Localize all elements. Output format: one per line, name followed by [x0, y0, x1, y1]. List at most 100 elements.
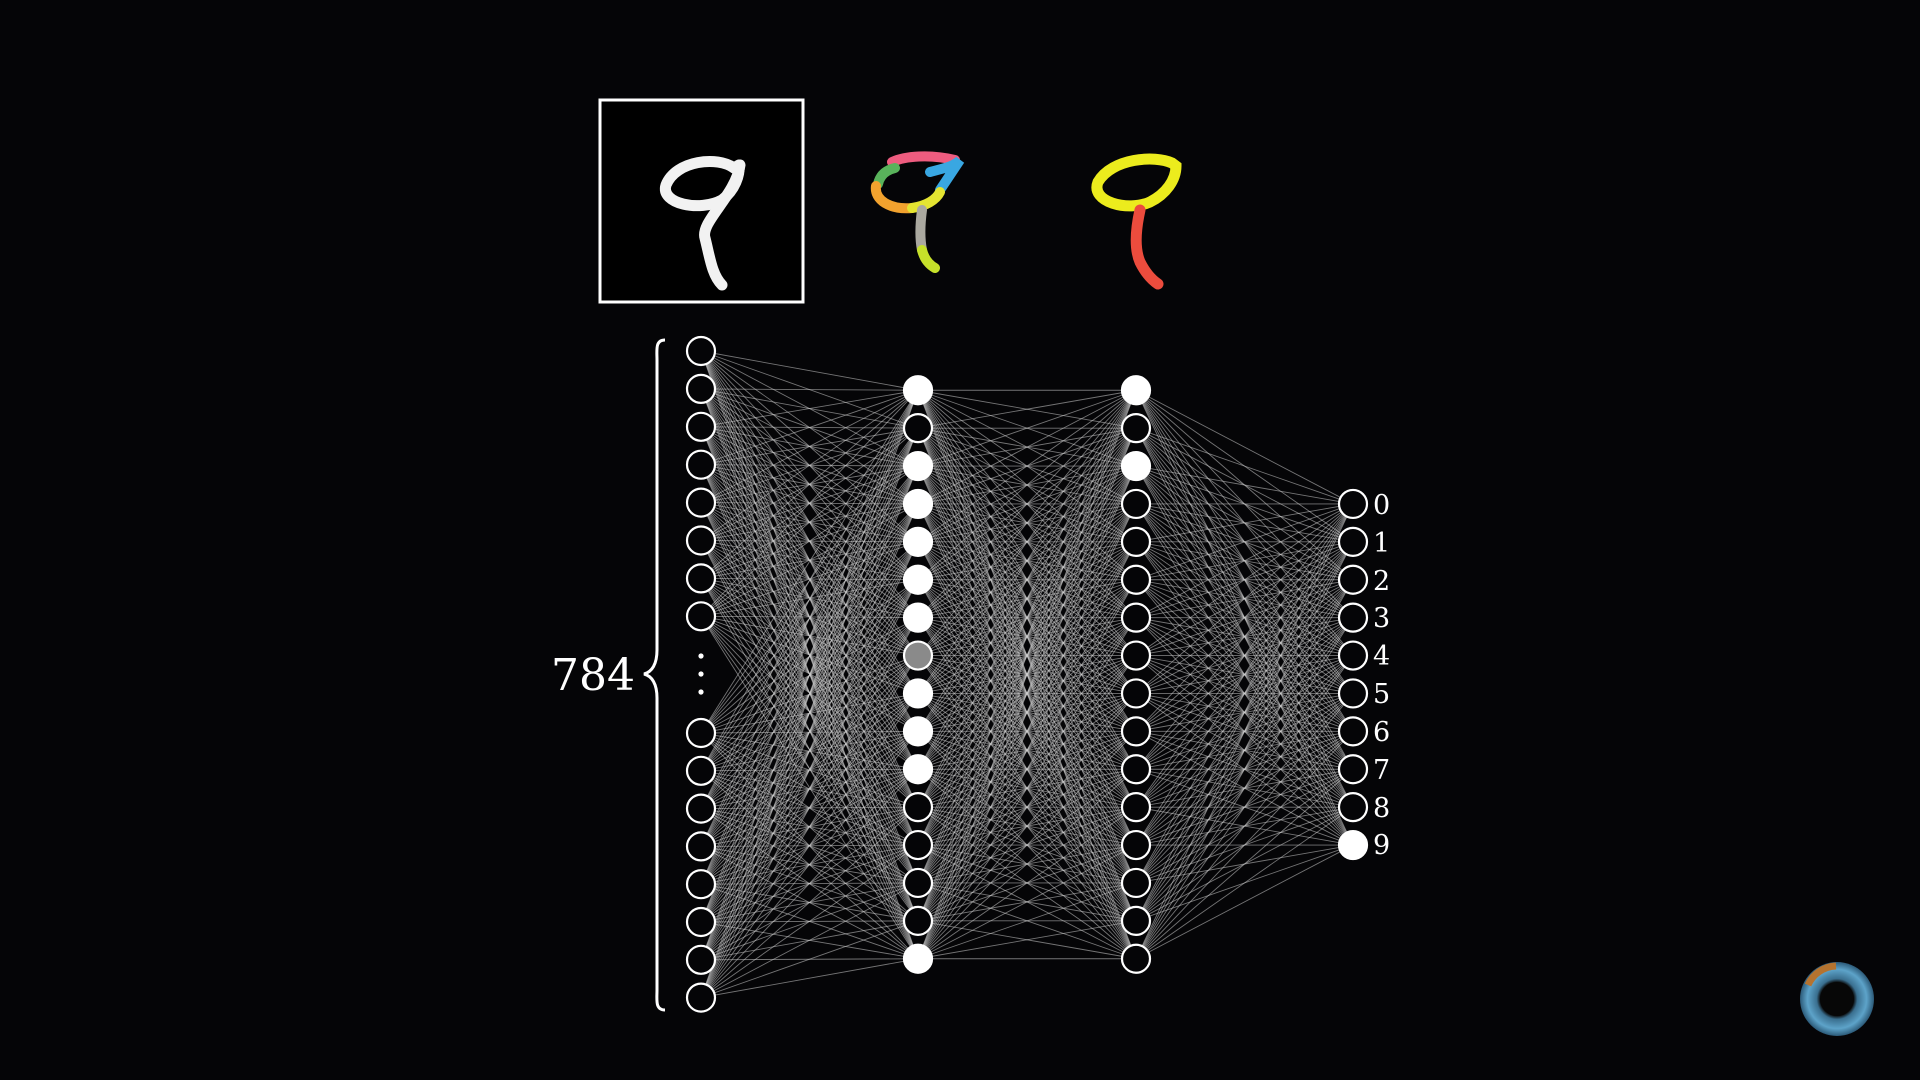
output-label-5: 5 — [1373, 679, 1390, 710]
edge-l1-5-0 — [917, 389, 1137, 581]
hidden2-neuron-6 — [1120, 602, 1152, 633]
edge-l2-14-0 — [1135, 503, 1354, 922]
hidden1-neuron-2 — [902, 450, 934, 482]
piece-blue — [925, 156, 965, 195]
output-neuron-0 — [1337, 488, 1369, 520]
edge-l2-13-0 — [1135, 503, 1354, 884]
edge-l1-6-0 — [917, 389, 1137, 618]
input-digit-image — [598, 98, 805, 304]
edge-l0-15-3 — [700, 503, 919, 998]
hidden1-neuron-13 — [902, 867, 934, 899]
pattern-digit-image — [1091, 153, 1182, 290]
output-neuron-1 — [1337, 526, 1369, 557]
edge-l0-15-14 — [700, 920, 919, 999]
edge-l1-9-0 — [917, 390, 1137, 732]
edge-l2-15-4 — [1135, 655, 1354, 960]
input-ellipsis — [698, 653, 704, 695]
edge-l0-15-2 — [700, 465, 919, 998]
edge-l0-15-8 — [700, 693, 919, 998]
hidden2-neuron-7 — [1120, 640, 1152, 671]
digit-nine-glyph — [660, 156, 746, 291]
edge-l2-12-0 — [1135, 503, 1354, 846]
edge-l1-15-12 — [917, 844, 1137, 960]
hidden2-neuron-15 — [1120, 943, 1152, 974]
edge-l0-4-0 — [700, 389, 919, 503]
piece-yellow — [907, 187, 945, 213]
hidden1-neuron-8 — [902, 678, 934, 709]
edge-l1-14-0 — [917, 390, 1137, 922]
output-neuron-5 — [1337, 678, 1369, 709]
output-label-3: 3 — [1373, 603, 1390, 634]
hidden1-neuron-11 — [902, 792, 934, 823]
hidden1-neuron-9 — [902, 716, 934, 747]
edge-l2-15-2 — [1135, 579, 1354, 959]
edge-l1-15-14 — [917, 920, 1137, 960]
edge-l1-10-0 — [917, 390, 1137, 770]
output-neuron-8 — [1337, 792, 1369, 823]
output-neuron-2 — [1337, 564, 1369, 595]
input-neuron-9 — [685, 755, 717, 786]
edge-l0-10-0 — [700, 390, 919, 809]
edge-l1-15-4 — [917, 541, 1137, 959]
edge-l0-0-0 — [700, 350, 919, 391]
output-label-0: 0 — [1373, 490, 1390, 521]
edge-l1-11-0 — [917, 390, 1137, 808]
hidden1-neuron-12 — [902, 829, 934, 861]
hidden2-neuron-11 — [1120, 792, 1152, 823]
edge-l1-15-13 — [917, 882, 1137, 960]
edge-l1-15-8 — [917, 693, 1137, 960]
loop-yellow — [1091, 153, 1182, 212]
output-label-1: 1 — [1373, 528, 1390, 559]
edge-l1-15-9 — [917, 731, 1137, 960]
hidden2-neuron-5 — [1120, 564, 1152, 595]
edge-l1-7-0 — [917, 389, 1137, 656]
edge-l2-5-0 — [1135, 503, 1354, 581]
input-neuron-7 — [685, 601, 717, 632]
hidden2-neuron-13 — [1120, 867, 1152, 899]
input-neuron-10 — [685, 793, 717, 824]
edge-l0-15-11 — [700, 806, 919, 998]
input-neuron-4 — [685, 487, 717, 518]
input-neuron-15 — [685, 982, 717, 1013]
edge-l0-15-13 — [700, 882, 919, 998]
edge-l1-15-7 — [917, 655, 1137, 960]
edge-l1-15-5 — [917, 579, 1137, 959]
edge-l2-4-0 — [1135, 503, 1354, 543]
edge-l1-15-0 — [917, 390, 1137, 959]
connections — [700, 350, 1354, 999]
piece-gray — [915, 205, 927, 255]
input-neuron-2 — [685, 411, 717, 442]
hidden1-neuron-10 — [902, 754, 934, 785]
piece-lime — [917, 245, 940, 273]
hidden2-neuron-3 — [1120, 488, 1152, 520]
output-neuron-9 — [1337, 829, 1369, 861]
hidden1-neuron-7 — [902, 640, 934, 671]
edge-l2-1-0 — [1135, 427, 1354, 505]
edge-l0-14-0 — [700, 390, 919, 960]
input-neuron-1 — [685, 373, 717, 404]
edge-l0-15-7 — [700, 655, 919, 998]
output-label-8: 8 — [1373, 793, 1390, 824]
neurons — [685, 335, 1369, 1013]
input-neuron-8 — [685, 717, 717, 749]
hidden1-neuron-4 — [902, 526, 934, 557]
edge-l1-13-0 — [917, 390, 1137, 884]
edge-l1-1-0 — [917, 389, 1137, 429]
edge-l1-15-6 — [917, 617, 1137, 959]
hidden2-neuron-0 — [1120, 375, 1152, 406]
edge-l0-3-0 — [700, 389, 919, 466]
edge-l2-11-0 — [1135, 503, 1354, 808]
edge-l0-15-0 — [700, 390, 919, 998]
edge-l2-15-3 — [1135, 617, 1354, 959]
edge-l2-0-0 — [1135, 389, 1354, 505]
edge-l1-2-0 — [917, 389, 1137, 467]
output-labels: 0 1 2 3 4 5 6 7 8 9 — [1373, 490, 1390, 861]
piece-orange — [870, 181, 917, 214]
edge-l1-4-0 — [917, 389, 1137, 543]
edge-l0-15-4 — [700, 541, 919, 998]
edge-l0-15-9 — [700, 731, 919, 998]
hidden1-neuron-6 — [902, 602, 934, 633]
output-neuron-4 — [1337, 640, 1369, 671]
edge-l2-15-9 — [1135, 844, 1354, 960]
